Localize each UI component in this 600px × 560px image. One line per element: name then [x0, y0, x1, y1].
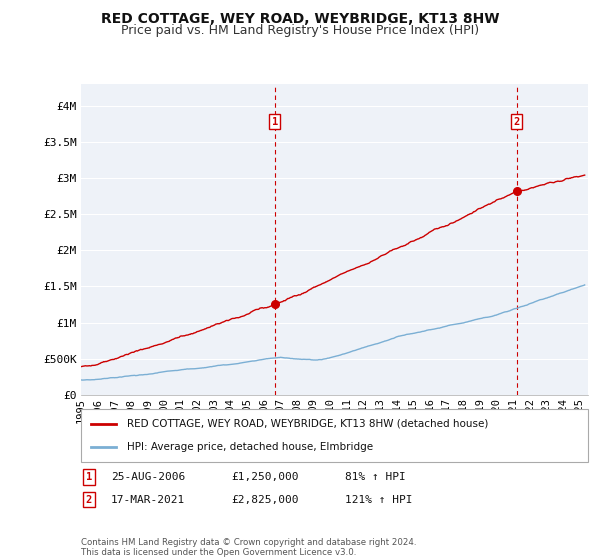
- Text: 1: 1: [272, 116, 278, 127]
- Text: 1: 1: [86, 472, 92, 482]
- Text: 81% ↑ HPI: 81% ↑ HPI: [345, 472, 406, 482]
- Text: 2: 2: [86, 494, 92, 505]
- Text: 25-AUG-2006: 25-AUG-2006: [111, 472, 185, 482]
- Text: HPI: Average price, detached house, Elmbridge: HPI: Average price, detached house, Elmb…: [127, 442, 373, 452]
- Text: 17-MAR-2021: 17-MAR-2021: [111, 494, 185, 505]
- FancyBboxPatch shape: [81, 409, 588, 462]
- Text: £2,825,000: £2,825,000: [231, 494, 299, 505]
- Text: RED COTTAGE, WEY ROAD, WEYBRIDGE, KT13 8HW (detached house): RED COTTAGE, WEY ROAD, WEYBRIDGE, KT13 8…: [127, 419, 488, 429]
- Text: 121% ↑ HPI: 121% ↑ HPI: [345, 494, 413, 505]
- Text: 2: 2: [514, 116, 520, 127]
- Text: RED COTTAGE, WEY ROAD, WEYBRIDGE, KT13 8HW: RED COTTAGE, WEY ROAD, WEYBRIDGE, KT13 8…: [101, 12, 499, 26]
- Text: Price paid vs. HM Land Registry's House Price Index (HPI): Price paid vs. HM Land Registry's House …: [121, 24, 479, 36]
- Text: £1,250,000: £1,250,000: [231, 472, 299, 482]
- Text: Contains HM Land Registry data © Crown copyright and database right 2024.
This d: Contains HM Land Registry data © Crown c…: [81, 538, 416, 557]
